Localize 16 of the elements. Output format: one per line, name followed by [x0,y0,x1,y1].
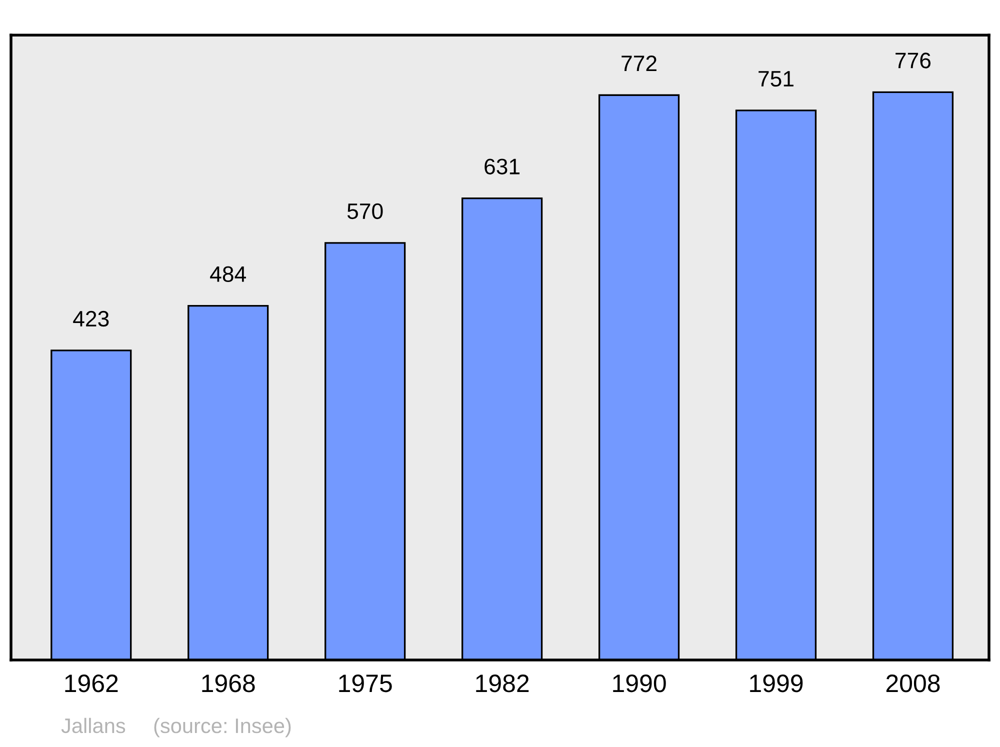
x-tick-label: 1999 [750,674,803,692]
data-label: 570 [347,203,383,220]
x-tick-label: 1975 [339,674,392,692]
data-label: 484 [210,266,246,282]
x-tick-label: 1962 [65,674,118,692]
x-tick-label: 1990 [613,674,666,692]
data-label: 631 [484,158,520,174]
text: Jallans [61,718,126,734]
text: (source: Insee) [154,718,291,738]
x-tick-label: 1968 [202,674,255,692]
x-tick-label: 2008 [886,674,940,692]
data-label: 423 [73,310,109,327]
data-label: 776 [896,52,931,68]
data-label: 751 [758,71,794,87]
data-label: 772 [622,56,656,72]
x-tick-label: 1982 [476,674,529,692]
